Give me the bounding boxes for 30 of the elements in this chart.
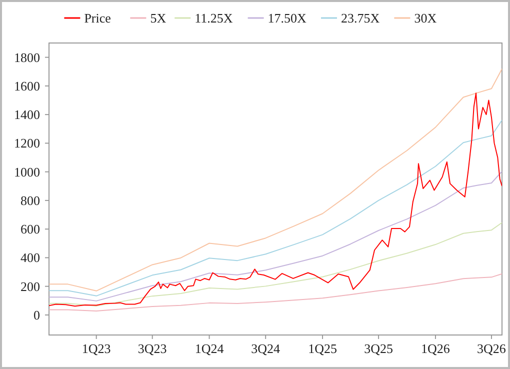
x-tick-label: 1Q23 <box>82 341 111 356</box>
line-series <box>49 170 502 302</box>
y-tick-label: 1000 <box>14 164 40 180</box>
legend-label: Price <box>84 10 112 26</box>
x-tick-label: 1Q25 <box>308 341 337 356</box>
y-tick-label: 1600 <box>14 78 40 94</box>
y-tick-label: 400 <box>20 250 40 266</box>
x-tick-label: 3Q23 <box>138 341 167 356</box>
y-tick-label: 1200 <box>14 136 40 151</box>
legend-label: 23.75X <box>341 10 380 26</box>
x-tick-label: 3Q24 <box>251 341 281 356</box>
line-series <box>49 273 502 312</box>
y-tick-label: 600 <box>20 222 40 237</box>
legend-label: 17.50X <box>268 10 308 26</box>
y-tick-label: 1400 <box>14 107 40 122</box>
x-tick-label: 3Q25 <box>364 341 393 356</box>
line-series <box>49 222 502 306</box>
line-series <box>49 92 502 307</box>
y-tick-label: 800 <box>20 192 40 208</box>
y-tick-label: 0 <box>34 307 40 322</box>
legend-label: 5X <box>150 10 167 26</box>
line-series <box>49 68 502 292</box>
x-tick-label: 3Q26 <box>477 341 506 356</box>
x-tick-label: 1Q26 <box>421 341 450 356</box>
legend-label: 11.25X <box>194 10 234 26</box>
x-tick-label: 1Q24 <box>194 341 224 356</box>
legend-label: 30X <box>414 10 438 26</box>
y-tick-label: 200 <box>20 278 40 294</box>
y-tick-label: 1800 <box>14 50 40 65</box>
line-series <box>49 120 502 296</box>
